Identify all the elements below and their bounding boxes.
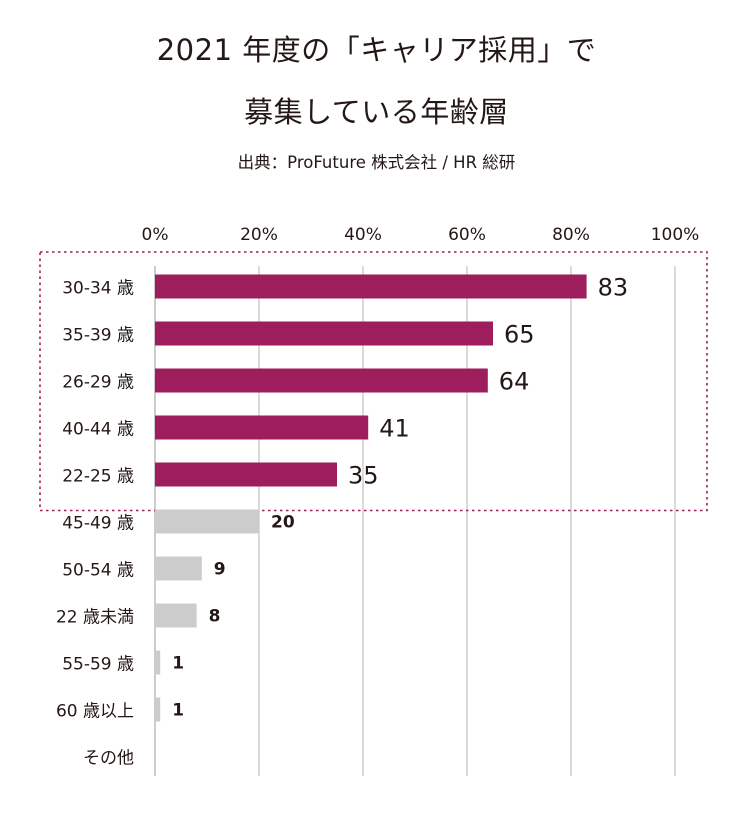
chart-source: 出典：ProFuture 株式会社 / HR 総研 [237, 153, 516, 172]
category-label: 40-44 歳 [62, 420, 134, 440]
x-tick-label: 80% [552, 225, 590, 245]
category-label: 50-54 歳 [62, 561, 134, 581]
bar [155, 556, 202, 581]
bar [155, 462, 337, 487]
bar [155, 697, 161, 722]
category-label: 22-25 歳 [62, 467, 134, 487]
category-label: 45-49 歳 [62, 514, 134, 534]
bar [155, 603, 197, 628]
value-label: 41 [379, 415, 410, 443]
value-label: 35 [348, 462, 379, 490]
value-label: 1 [172, 654, 184, 674]
category-label: 35-39 歳 [62, 326, 134, 346]
category-label: その他 [83, 749, 134, 769]
category-label: 22 歳未満 [56, 608, 134, 628]
bar [155, 274, 587, 299]
value-label: 20 [271, 513, 295, 533]
category-label: 60 歳以上 [56, 702, 134, 722]
bar [155, 415, 369, 440]
bar [155, 509, 259, 534]
value-label: 83 [598, 274, 629, 302]
chart-title-line1: 2021 年度の「キャリア採用」で [156, 33, 597, 67]
bar [155, 368, 488, 393]
category-label: 30-34 歳 [62, 279, 134, 299]
category-label: 26-29 歳 [62, 373, 134, 393]
x-tick-label: 40% [344, 225, 382, 245]
value-label: 1 [172, 701, 184, 721]
bar [155, 321, 493, 346]
category-label: 55-59 歳 [62, 655, 134, 675]
value-label: 8 [209, 607, 221, 627]
x-tick-label: 60% [448, 225, 486, 245]
x-tick-label: 100% [651, 225, 700, 245]
value-label: 9 [214, 560, 226, 580]
x-tick-label: 20% [240, 225, 278, 245]
bar [155, 650, 161, 675]
chart-title-line2: 募集している年齢層 [244, 95, 509, 129]
value-label: 64 [499, 368, 530, 396]
x-tick-label: 0% [142, 225, 169, 245]
value-label: 65 [504, 321, 535, 349]
